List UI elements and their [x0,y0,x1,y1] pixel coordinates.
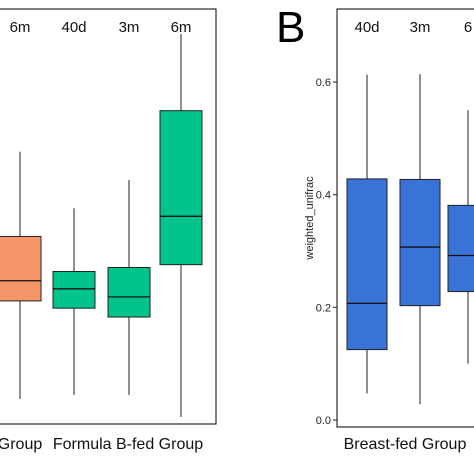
panel-b: 0.0 0.2 0.4 0.6 weighted_unifrac 40d 3m 6 Breast… [276,3,474,453]
panel-a-category-label: 3m [119,19,140,36]
panel-a-box-3m[interactable] [107,266,151,318]
panel-b-frame [336,8,474,428]
panel-b-y-tick-label: 0.6 [316,77,331,89]
panel-b-category-label: 40d [354,19,379,36]
panel-a-frame [0,8,217,425]
panel-b-box-3m[interactable] [399,178,441,307]
panel-a-box-6m[interactable] [159,110,203,266]
panel-b-y-tick-label: 0.2 [316,302,331,314]
panel-a-box-40d[interactable] [52,271,96,309]
panel-b-y-tick-label: 0.0 [316,415,331,427]
panel-b-letter: B [276,3,305,52]
panel-a-category-label: 6m [10,19,31,36]
panel-a-group-label: Formula B-fed Group [53,436,203,453]
panel-a: 6m 40d 3m 6m Group Formula B-fed Group [0,8,217,453]
panel-b-box-6[interactable] [447,204,474,293]
panel-b-y-tick-label: 0.4 [316,190,331,202]
panel-a-category-label: 6m [171,19,192,36]
panel-b-box-40d[interactable] [346,178,388,351]
panel-b-y-axis-title: weighted_unifrac [304,176,316,261]
panel-a-group-label: Group [0,436,42,453]
panel-b-category-label: 6 [464,19,472,36]
panel-a-category-label: 40d [61,19,86,36]
panel-a-box-6m[interactable] [0,235,42,302]
panel-b-category-label: 3m [410,19,431,36]
panel-b-group-label: Breast-fed Group [344,436,467,453]
